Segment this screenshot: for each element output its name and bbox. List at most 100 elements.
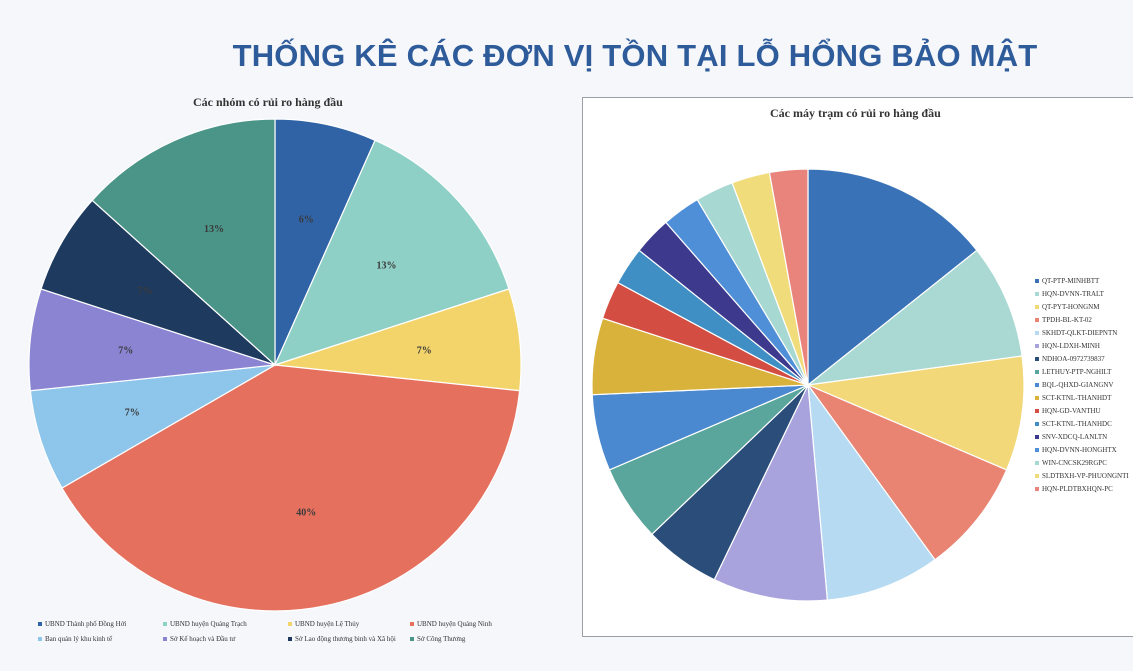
pie-slice-so-cong-thuong: [91, 118, 276, 367]
groups-chart-title: Các nhóm có rủi ro hàng đầu: [193, 95, 343, 109]
legend-item-bql-qhxd-giangnv: BQL-QHXD-GIANGNV: [1035, 378, 1129, 391]
legend-label: SNV-XDCQ-LANLTN: [1042, 432, 1108, 441]
legend-item-skhdt-qlkt-diepntn: SKHDT-QLKT-DIEPNTN: [1035, 326, 1129, 339]
data-label-ban-quan-ly-khu-kinh-te: 7%: [125, 407, 140, 418]
pie-slice-hqn-ldxh-minh: [713, 382, 829, 602]
legend-swatch: [1035, 278, 1039, 283]
legend-item-lethuy-ptp-nghilt: LETHUY-PTP-NGHILT: [1035, 365, 1129, 378]
legend-label: HQN-GD-VANTHU: [1042, 406, 1101, 415]
data-label-ubnd-huyen-le-thuy: 7%: [417, 345, 432, 356]
legend-label: UBND huyện Quảng Trạch: [170, 620, 247, 628]
legend-label: SCT-KTNL-THANHDC: [1042, 419, 1112, 428]
legend-item-sct-ktnl-thanhdc: SCT-KTNL-THANHDC: [1035, 417, 1129, 430]
legend-item-hqn-pldtbxhqn-pc: HQN-PLDTBXHQN-PC: [1035, 482, 1129, 495]
legend-label: WIN-CNCSK29RGPC: [1042, 458, 1107, 467]
legend-swatch: [1035, 291, 1039, 296]
legend-item-sldtbxh-vp-phuongnti: SLDTBXH-VP-PHUONGNTI: [1035, 469, 1129, 482]
data-label-ubnd-huyen-quang-ninh: 40%: [296, 508, 316, 519]
pie-slice-qt-pyt-hongnm: [805, 355, 1025, 471]
legend-swatch: [1035, 330, 1039, 335]
legend-label: SLDTBXH-VP-PHUONGNTI: [1042, 471, 1129, 480]
workstations-pie-chart: [591, 168, 1025, 602]
legend-swatch: [410, 637, 414, 641]
legend-swatch: [1035, 369, 1039, 374]
legend-swatch: [1035, 304, 1039, 309]
legend-item-hqn-dvnn-honghtx: HQN-DVNN-HONGHTX: [1035, 443, 1129, 456]
pie-slice-qt-ptp-minhbtt: [807, 168, 978, 387]
groups-chart-panel: Các nhóm có rủi ro hàng đầu 6% 13% 7% 40% 7%…: [0, 88, 560, 671]
legend-item-ban-quan-ly-khu-kinh-te: Ban quản lý khu kinh tế: [38, 635, 112, 643]
legend-label: Sở Lao động thương binh và Xã hội: [295, 635, 396, 643]
legend-label: QT-PTP-MINHBTT: [1042, 276, 1100, 285]
legend-swatch: [1035, 434, 1039, 439]
data-label-so-ke-hoach-va-dau-tu: 7%: [118, 345, 133, 356]
data-label-ubnd-huyen-quang-trach: 13%: [377, 261, 397, 272]
data-label-so-cong-thuong: 13%: [204, 224, 224, 235]
pie-slice-hqn-dvnn-tralt: [805, 249, 1023, 386]
legend-label: HQN-LDXH-MINH: [1042, 341, 1100, 350]
legend-swatch: [1035, 421, 1039, 426]
data-label-so-lao-dong-thuong-binh-va-xa-hoi: 7%: [138, 286, 153, 297]
pie-slice-tpdh-bl-kt-02: [806, 383, 1008, 561]
legend-item-ubnd-huyen-quang-ninh: UBND huyện Quảng Ninh: [410, 620, 492, 628]
page-title: THỐNG KÊ CÁC ĐƠN VỊ TỒN TẠI LỖ HỔNG BẢO …: [232, 38, 1038, 73]
legend-label: Ban quản lý khu kinh tế: [45, 635, 113, 643]
groups-pie-chart: 6% 13% 7% 40% 7% 7% 7% 13%: [28, 118, 522, 612]
legend-label: Sở Công Thương: [417, 635, 466, 643]
legend-label: LETHUY-PTP-NGHILT: [1042, 367, 1112, 376]
legend-item-ndhoa-0972739837: NDHOA-0972739837: [1035, 352, 1129, 365]
legend-item-tpdh-bl-kt-02: TPDH-BL-KT-02: [1035, 313, 1129, 326]
legend-swatch: [288, 622, 292, 626]
legend-swatch: [1035, 382, 1039, 387]
legend-swatch: [1035, 395, 1039, 400]
data-label-ubnd-thanh-pho-dong-hoi: 6%: [299, 214, 314, 225]
legend-item-ubnd-huyen-le-thuy: UBND huyện Lệ Thủy: [288, 620, 359, 628]
legend-label: BQL-QHXD-GIANGNV: [1042, 380, 1114, 389]
legend-label: HQN-PLDTBXHQN-PC: [1042, 484, 1113, 493]
legend-item-ubnd-huyen-quang-trach: UBND huyện Quảng Trạch: [163, 620, 247, 628]
legend-swatch: [1035, 408, 1039, 413]
legend-label: TPDH-BL-KT-02: [1042, 315, 1092, 324]
legend-swatch: [38, 637, 42, 641]
legend-swatch: [288, 637, 292, 641]
legend-item-so-lao-dong-thuong-binh-va-xa-hoi: Sở Lao động thương binh và Xã hội: [288, 635, 396, 643]
legend-swatch: [410, 622, 414, 626]
legend-item-qt-ptp-minhbtt: QT-PTP-MINHBTT: [1035, 274, 1129, 287]
legend-swatch: [1035, 486, 1039, 491]
legend-item-ubnd-thanh-pho-dong-hoi: UBND Thành phố Đồng Hới: [38, 620, 126, 628]
workstations-chart-panel: Các máy trạm có rủi ro hàng đầu QT-PTP-M…: [582, 97, 1133, 637]
legend-swatch: [1035, 343, 1039, 348]
legend-item-hqn-gd-vanthu: HQN-GD-VANTHU: [1035, 404, 1129, 417]
legend-label: UBND huyện Quảng Ninh: [417, 620, 492, 628]
pie-slice-hqn-pldtbxhqn-pc: [768, 168, 809, 386]
legend-swatch: [1035, 447, 1039, 452]
legend-item-snv-xdcq-lanltn: SNV-XDCQ-LANLTN: [1035, 430, 1129, 443]
legend-label: Sở Kế hoạch và Đầu tư: [170, 635, 236, 643]
pie-slice-ubnd-huyen-quang-ninh: [61, 364, 521, 612]
legend-label: HQN-DVNN-TRALT: [1042, 289, 1104, 298]
workstations-legend: QT-PTP-MINHBTT HQN-DVNN-TRALT QT-PYT-HONGN…: [1035, 274, 1129, 495]
legend-label: UBND huyện Lệ Thủy: [295, 620, 360, 628]
legend-item-hqn-ldxh-minh: HQN-LDXH-MINH: [1035, 339, 1129, 352]
legend-label: HQN-DVNN-HONGHTX: [1042, 445, 1117, 454]
legend-swatch: [1035, 473, 1039, 478]
legend-item-so-cong-thuong: Sở Công Thương: [410, 635, 465, 643]
legend-label: SKHDT-QLKT-DIEPNTN: [1042, 328, 1118, 337]
legend-item-hqn-dvnn-tralt: HQN-DVNN-TRALT: [1035, 287, 1129, 300]
legend-item-qt-pyt-hongnm: QT-PYT-HONGNM: [1035, 300, 1129, 313]
legend-label: NDHOA-0972739837: [1042, 354, 1105, 363]
legend-label: SCT-KTNL-THANHDT: [1042, 393, 1112, 402]
workstations-chart-title: Các máy trạm có rủi ro hàng đầu: [770, 106, 941, 120]
legend-label: QT-PYT-HONGNM: [1042, 302, 1100, 311]
legend-swatch: [1035, 460, 1039, 465]
legend-item-win-cncsk29rgpc: WIN-CNCSK29RGPC: [1035, 456, 1129, 469]
legend-swatch: [1035, 317, 1039, 322]
pie-slice-skhdt-qlkt-diepntn: [807, 382, 936, 601]
legend-swatch: [163, 637, 167, 641]
legend-swatch: [163, 622, 167, 626]
legend-swatch: [38, 622, 42, 626]
legend-item-so-ke-hoach-va-dau-tu: Sở Kế hoạch và Đầu tư: [163, 635, 235, 643]
legend-item-sct-ktnl-thanhdt: SCT-KTNL-THANHDT: [1035, 391, 1129, 404]
pie-slice-ubnd-huyen-quang-trach: [273, 139, 510, 366]
legend-label: UBND Thành phố Đồng Hới: [45, 620, 127, 628]
